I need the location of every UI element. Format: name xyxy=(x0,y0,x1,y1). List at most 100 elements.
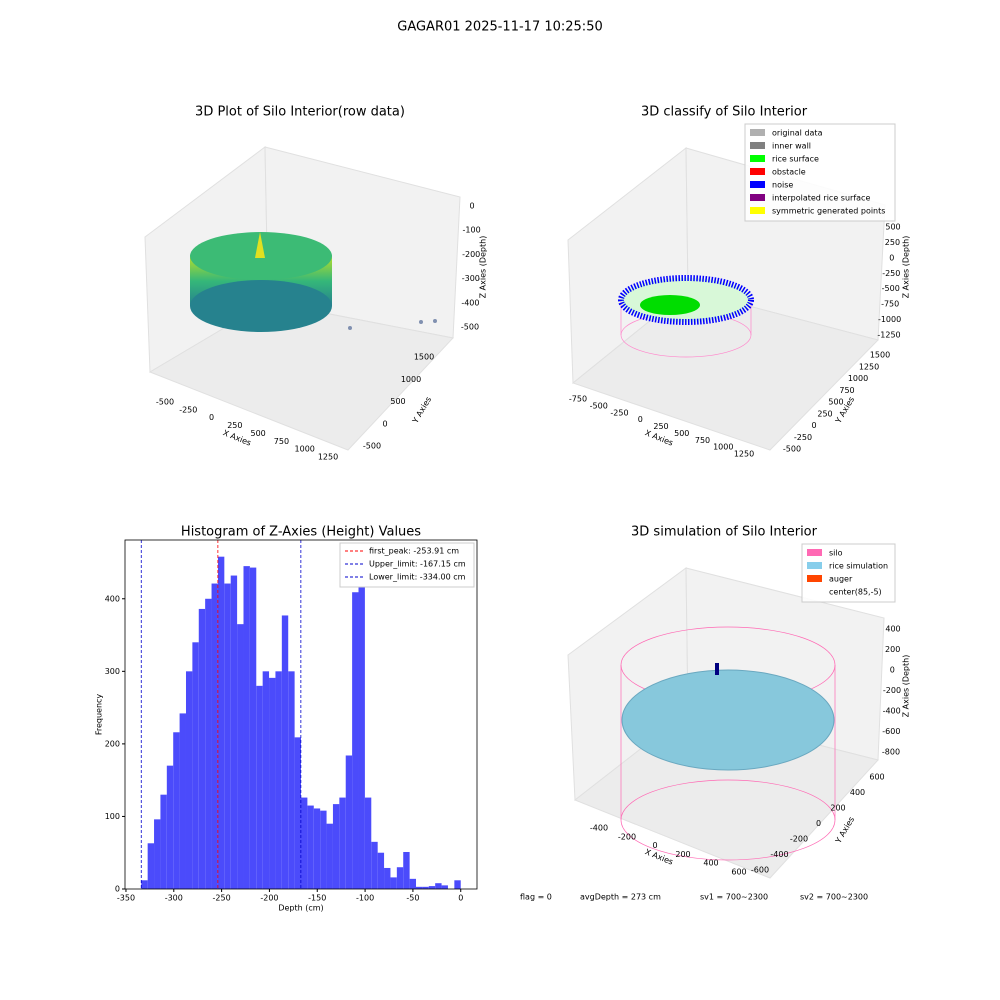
x-tick-label: -250 xyxy=(179,405,197,414)
z-axis-label: Z Axies (Depth) xyxy=(902,655,911,718)
panel-title: Histogram of Z-Axies (Height) Values xyxy=(181,525,421,540)
x-tick-label: -750 xyxy=(569,395,587,404)
y-tick-label: 200 xyxy=(105,739,120,748)
bar xyxy=(313,808,321,889)
y-tick-label: 400 xyxy=(105,594,120,603)
x-tick-label: -250 xyxy=(610,408,628,417)
bar xyxy=(205,598,212,889)
z-tick-label: -750 xyxy=(881,300,899,309)
x-axis-label: X Axies xyxy=(644,847,675,866)
y-tick-label: 400 xyxy=(850,788,865,797)
y-tick-label: 750 xyxy=(839,386,854,395)
x-tick-label: 250 xyxy=(653,422,668,431)
y-axis-label: Frequency xyxy=(95,694,104,736)
legend-label: Lower_limit: -334.00 cm xyxy=(369,573,466,582)
y-tick-label: 0 xyxy=(811,421,816,430)
x-tick-label: 1000 xyxy=(713,443,733,452)
legend-label: interpolated rice surface xyxy=(772,194,870,203)
legend-label: auger xyxy=(829,575,853,584)
bar xyxy=(211,583,218,889)
x-tick-label: 1000 xyxy=(295,445,315,454)
bar xyxy=(428,886,436,889)
y-axis-label: Y Axies xyxy=(410,395,433,425)
bar xyxy=(422,886,429,889)
z-tick-label: -600 xyxy=(882,727,900,736)
bar xyxy=(275,671,282,889)
x-tick-label: 750 xyxy=(695,436,710,445)
y-tick-label: -500 xyxy=(783,445,801,454)
bar xyxy=(185,671,193,889)
legend-swatch xyxy=(750,194,765,201)
z-tick-label: -500 xyxy=(882,284,900,293)
x-tick-label: 0 xyxy=(458,894,463,903)
axes-frame xyxy=(124,539,478,890)
bar xyxy=(403,851,410,889)
z-tick-label: -400 xyxy=(461,298,479,307)
x-tick-label: 600 xyxy=(731,868,746,877)
legend-box xyxy=(339,542,475,588)
bar xyxy=(217,556,225,889)
bar xyxy=(294,737,301,889)
bar xyxy=(147,843,155,889)
bar xyxy=(230,575,238,889)
bar xyxy=(390,877,397,889)
x-tick-label: 0 xyxy=(652,841,657,850)
bar xyxy=(326,823,333,889)
z-tick-label: -200 xyxy=(883,686,901,695)
x-tick-label: 500 xyxy=(251,429,266,438)
bar xyxy=(249,567,257,889)
x-tick-label: -200 xyxy=(260,894,278,903)
z-tick-label: -400 xyxy=(883,707,901,716)
bar xyxy=(179,713,186,889)
bar xyxy=(332,804,340,889)
x-tick-label: -150 xyxy=(308,894,326,903)
legend-label: noise xyxy=(772,181,793,190)
y-tick-label: 500 xyxy=(390,397,405,406)
x-tick-label: -200 xyxy=(618,832,636,841)
bar xyxy=(320,810,327,889)
bar xyxy=(416,886,423,889)
y-tick-label: -600 xyxy=(751,866,769,875)
x-tick-label: -300 xyxy=(165,894,183,903)
z-tick-label: -1250 xyxy=(877,331,900,340)
x-tick-label: 200 xyxy=(675,850,690,859)
y-tick-label: -200 xyxy=(790,835,808,844)
legend-label: original data xyxy=(772,129,823,138)
bar xyxy=(358,580,365,889)
x-tick-label: -250 xyxy=(213,894,231,903)
bar xyxy=(384,867,391,889)
panel-simulation xyxy=(567,567,885,879)
y-tick-label: 100 xyxy=(105,812,120,821)
y-tick-label: 1000 xyxy=(401,375,421,384)
bar xyxy=(396,867,404,889)
bar xyxy=(237,624,244,889)
y-tick-label: 1500 xyxy=(414,353,434,362)
panel-raw xyxy=(144,146,461,451)
bar xyxy=(345,755,353,889)
z-tick-label: -800 xyxy=(882,748,900,757)
x-tick-label: -350 xyxy=(117,894,135,903)
x-tick-label: 1250 xyxy=(318,453,338,462)
y-tick-label: 0 xyxy=(115,885,120,894)
status-text: flag = 0 xyxy=(520,893,552,902)
x-tick-label: 500 xyxy=(674,429,689,438)
bar xyxy=(454,880,461,889)
y-tick-label: -250 xyxy=(794,433,812,442)
bar xyxy=(364,797,372,889)
y-tick-label: 300 xyxy=(105,667,120,676)
x-tick-label: -500 xyxy=(590,401,608,410)
bar xyxy=(352,592,359,889)
legend-label: rice surface xyxy=(772,155,819,164)
z-tick-label: 0 xyxy=(890,666,895,675)
legend-box xyxy=(744,123,896,222)
z-tick-label: -500 xyxy=(461,323,479,332)
bar xyxy=(307,805,314,889)
legend-swatch xyxy=(750,181,765,188)
panel-title: 3D classify of Silo Interior xyxy=(641,105,808,120)
suptitle: GAGAR01 2025-11-17 10:25:50 xyxy=(397,20,602,35)
y-tick-label: 250 xyxy=(817,409,832,418)
y-tick-label: 1000 xyxy=(848,374,868,383)
z-axis-label: Z Axies (Depth) xyxy=(902,236,911,299)
legend-label: symmetric generated points xyxy=(772,207,885,216)
bar xyxy=(224,583,231,889)
